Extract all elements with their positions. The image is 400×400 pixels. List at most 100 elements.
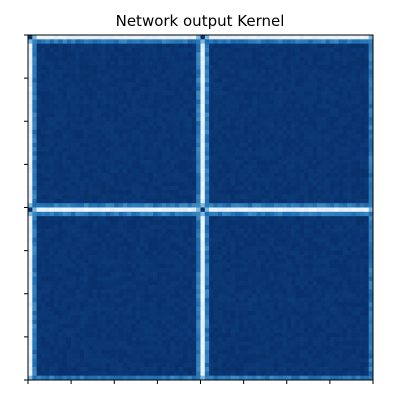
heatmap-cell xyxy=(278,280,283,286)
heatmap-cell xyxy=(278,142,283,148)
heatmap-cell xyxy=(364,125,370,131)
heatmap-cell xyxy=(135,43,141,49)
heatmap-cell xyxy=(109,39,115,44)
heatmap-cell xyxy=(360,52,365,57)
heatmap-cell xyxy=(170,302,175,308)
heatmap-cell xyxy=(114,181,119,187)
heatmap-cell xyxy=(148,280,154,286)
heatmap-cell xyxy=(122,35,128,40)
heatmap-cell xyxy=(243,259,249,264)
heatmap-cell xyxy=(321,224,326,230)
heatmap-cell xyxy=(191,129,197,135)
heatmap-cell xyxy=(265,147,270,152)
heatmap-cell xyxy=(308,280,313,286)
heatmap-cell xyxy=(36,237,42,243)
heatmap-cell xyxy=(235,73,240,79)
heatmap-cell xyxy=(131,60,137,66)
heatmap-cell xyxy=(118,207,124,213)
heatmap-cell xyxy=(174,229,180,234)
heatmap-cell xyxy=(92,246,98,251)
heatmap-cell xyxy=(260,216,266,221)
heatmap-cell xyxy=(75,211,81,217)
heatmap-cell xyxy=(40,56,46,62)
heatmap-cell xyxy=(62,116,68,122)
heatmap-cell xyxy=(36,138,42,144)
heatmap-cell xyxy=(84,82,89,88)
heatmap-cell xyxy=(153,104,158,109)
heatmap-cell xyxy=(140,272,145,277)
heatmap-cell xyxy=(217,91,223,96)
heatmap-cell xyxy=(79,95,85,101)
heatmap-cell xyxy=(157,104,163,109)
heatmap-cell xyxy=(222,263,227,269)
heatmap-cell xyxy=(28,160,33,165)
heatmap-cell xyxy=(114,185,119,191)
heatmap-cell xyxy=(347,276,352,282)
heatmap-cell xyxy=(252,203,257,208)
heatmap-cell xyxy=(118,82,124,88)
heatmap-cell xyxy=(329,69,335,75)
heatmap-cell xyxy=(40,185,46,191)
heatmap-cell xyxy=(282,276,288,282)
heatmap-cell xyxy=(174,168,180,174)
heatmap-cell xyxy=(32,289,37,295)
heatmap-cell xyxy=(265,86,270,92)
heatmap-cell xyxy=(118,129,124,135)
heatmap-cell xyxy=(191,190,197,195)
heatmap-cell xyxy=(286,242,292,247)
heatmap-cell xyxy=(84,302,89,308)
heatmap-cell xyxy=(144,73,150,79)
heatmap-cell xyxy=(127,272,132,277)
heatmap-cell xyxy=(135,95,141,101)
heatmap-cell xyxy=(360,164,365,170)
heatmap-cell xyxy=(170,134,175,139)
heatmap-cell xyxy=(97,142,102,148)
heatmap-cell xyxy=(53,35,59,40)
heatmap-cell xyxy=(295,181,301,187)
heatmap-cell xyxy=(334,220,339,226)
heatmap-cell xyxy=(178,177,184,182)
heatmap-cell xyxy=(170,129,175,135)
heatmap-cell xyxy=(282,216,288,221)
heatmap-cell xyxy=(28,298,33,303)
heatmap-cell xyxy=(342,151,348,157)
heatmap-cell xyxy=(209,82,214,88)
heatmap-cell xyxy=(200,237,206,243)
heatmap-cell xyxy=(92,121,98,126)
heatmap-cell xyxy=(191,125,197,131)
heatmap-cell xyxy=(243,168,249,174)
heatmap-cell xyxy=(79,155,85,161)
heatmap-cell xyxy=(299,78,305,83)
heatmap-cell xyxy=(312,272,318,277)
heatmap-cell xyxy=(92,233,98,239)
heatmap-cell xyxy=(148,104,154,109)
heatmap-cell xyxy=(40,164,46,170)
heatmap-cell xyxy=(75,86,81,92)
heatmap-cell xyxy=(131,185,137,191)
heatmap-cell xyxy=(299,39,305,44)
heatmap-cell xyxy=(295,207,301,213)
heatmap-cell xyxy=(174,116,180,122)
heatmap-cell xyxy=(295,125,301,131)
heatmap-cell xyxy=(217,47,223,53)
heatmap-cell xyxy=(140,91,145,96)
heatmap-cell xyxy=(316,190,322,195)
heatmap-cell xyxy=(140,280,145,286)
heatmap-cell xyxy=(351,190,357,195)
heatmap-cell xyxy=(153,298,158,303)
heatmap-cell xyxy=(79,194,85,200)
heatmap-cell xyxy=(338,134,344,139)
heatmap-cell xyxy=(71,246,76,251)
heatmap-cell xyxy=(174,181,180,187)
heatmap-cell xyxy=(325,52,331,57)
heatmap-cell xyxy=(105,147,111,152)
heatmap-cell xyxy=(58,254,63,260)
heatmap-cell xyxy=(200,198,206,204)
heatmap-cell xyxy=(140,229,145,234)
heatmap-cell xyxy=(92,73,98,79)
heatmap-cell xyxy=(308,198,313,204)
heatmap-cell xyxy=(286,95,292,101)
heatmap-cell xyxy=(226,242,232,247)
heatmap-cell xyxy=(118,112,124,118)
heatmap-cell xyxy=(308,78,313,83)
